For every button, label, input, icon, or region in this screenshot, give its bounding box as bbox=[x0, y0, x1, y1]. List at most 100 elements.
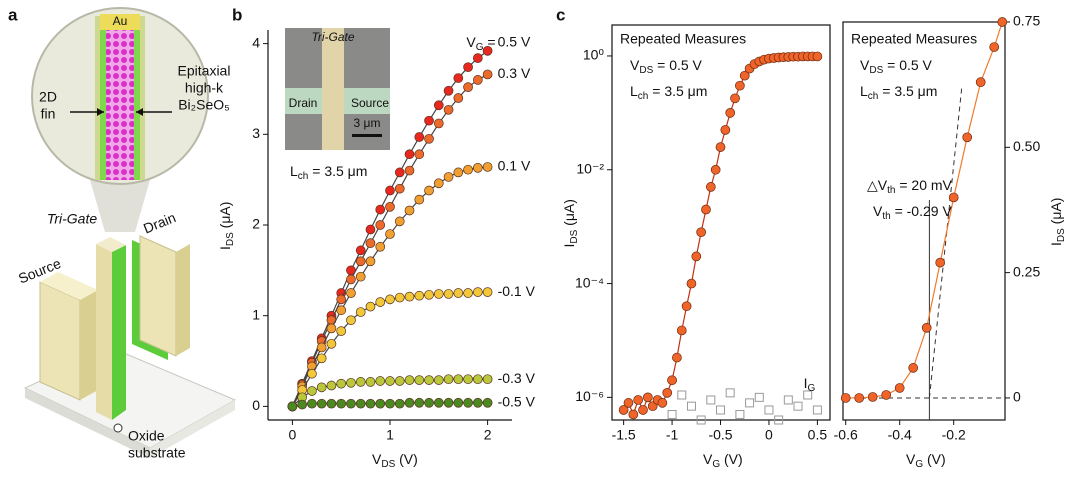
data-point bbox=[628, 409, 639, 420]
y-axis-label-rest: (μA) bbox=[1048, 198, 1064, 229]
y-tick-label: 0.75 bbox=[1013, 13, 1040, 29]
label-au: Au bbox=[113, 14, 128, 28]
data-point bbox=[948, 192, 959, 203]
data-point bbox=[739, 70, 750, 81]
data-point bbox=[633, 395, 644, 405]
data-point bbox=[691, 251, 702, 262]
data-point bbox=[706, 395, 716, 405]
y-tick-label: 10⁰ bbox=[583, 47, 605, 63]
data-point bbox=[783, 395, 793, 405]
y-tick-label: 3 bbox=[252, 125, 260, 141]
data-point bbox=[297, 399, 308, 410]
data-point bbox=[385, 398, 395, 409]
y-tick-label: 10⁻² bbox=[576, 160, 604, 176]
annotation-rest: = -0.29 V bbox=[891, 203, 953, 219]
data-point bbox=[482, 287, 493, 297]
data-point bbox=[375, 376, 386, 386]
annotation-base: L bbox=[860, 83, 868, 99]
data-point bbox=[394, 376, 405, 386]
x-tick-label: -0.5 bbox=[708, 427, 732, 443]
series-layer bbox=[840, 17, 1008, 403]
annotation-sub: th bbox=[882, 211, 890, 222]
data-point bbox=[404, 375, 415, 385]
data-point bbox=[472, 374, 483, 385]
y-tick-label: 10⁻⁴ bbox=[575, 274, 604, 290]
y-axis-label: IDS (μA) bbox=[217, 202, 236, 250]
annotation: Lch = 3.5 μm bbox=[860, 83, 937, 102]
x-tick-label: 1 bbox=[386, 427, 394, 443]
inset-label: Source bbox=[351, 96, 389, 110]
data-point bbox=[375, 220, 386, 230]
data-point bbox=[676, 325, 687, 336]
data-point bbox=[433, 178, 444, 189]
annotation: Repeated Measures bbox=[620, 31, 746, 47]
y-axis-label-base: I bbox=[561, 244, 577, 248]
data-point bbox=[710, 164, 721, 175]
data-point bbox=[375, 241, 386, 252]
x-axis-label: VG (V) bbox=[906, 451, 946, 470]
sem-inset bbox=[285, 28, 390, 150]
data-point bbox=[881, 390, 892, 400]
data-point bbox=[307, 398, 317, 409]
data-point bbox=[365, 301, 376, 312]
label-fin: fin bbox=[41, 106, 56, 122]
y-axis-label: IDS (μA) bbox=[1048, 198, 1067, 246]
data-point bbox=[424, 289, 434, 300]
data-point bbox=[385, 185, 395, 196]
y-tick-label: 10⁻⁶ bbox=[575, 388, 604, 404]
annotation-base: V bbox=[860, 57, 870, 73]
x-axis-label-rest: (V) bbox=[923, 451, 946, 467]
data-point bbox=[346, 274, 356, 285]
x-axis-label: VDS (V) bbox=[372, 451, 418, 470]
data-point bbox=[453, 167, 464, 178]
data-point bbox=[355, 271, 366, 282]
data-point bbox=[730, 93, 740, 104]
data-point bbox=[414, 375, 425, 385]
data-point bbox=[997, 17, 1008, 27]
data-point bbox=[404, 165, 415, 176]
data-point bbox=[701, 204, 711, 215]
data-point bbox=[453, 93, 464, 103]
data-point bbox=[375, 297, 386, 307]
y-axis-label-base: I bbox=[1048, 242, 1064, 246]
data-point bbox=[433, 118, 444, 129]
label-substrate: substrate bbox=[128, 445, 186, 461]
x-axis-label-rest: (V) bbox=[720, 451, 743, 467]
annotation-base: V bbox=[630, 57, 640, 73]
data-point bbox=[355, 307, 366, 317]
data-point bbox=[662, 388, 673, 398]
data-point bbox=[745, 398, 755, 408]
series-label: 0.1 V bbox=[498, 158, 531, 174]
data-point bbox=[346, 315, 356, 326]
data-point bbox=[336, 305, 347, 316]
annotation-base: V bbox=[873, 203, 883, 219]
data-point bbox=[705, 182, 716, 192]
annotation: VDS = 0.5 V bbox=[860, 57, 933, 76]
data-point bbox=[414, 290, 425, 301]
data-point bbox=[618, 405, 629, 415]
data-point bbox=[336, 326, 347, 336]
annotation-sub: DS bbox=[639, 65, 653, 76]
data-point bbox=[346, 288, 356, 298]
data-point bbox=[394, 398, 405, 409]
data-point bbox=[443, 397, 454, 408]
annotation-rest: = 3.5 μm bbox=[648, 83, 707, 99]
data-point bbox=[453, 288, 464, 298]
data-point bbox=[433, 397, 444, 408]
data-point bbox=[424, 185, 434, 196]
y-tick-label: 0.25 bbox=[1013, 263, 1040, 279]
data-point bbox=[365, 238, 376, 248]
data-point bbox=[677, 390, 687, 400]
x-axis-label-sub: G bbox=[915, 459, 923, 470]
series-layer bbox=[287, 46, 493, 412]
x-tick-label: -0.4 bbox=[888, 427, 912, 443]
annotation-sub: DS bbox=[869, 65, 883, 76]
label-drain: Drain bbox=[141, 209, 178, 236]
annotation-sub: ch bbox=[638, 91, 649, 102]
data-point bbox=[443, 289, 454, 299]
extrapolation-line bbox=[928, 87, 963, 398]
data-point bbox=[307, 386, 317, 396]
y-axis-label-sub: DS bbox=[225, 232, 236, 246]
data-point bbox=[385, 202, 395, 212]
